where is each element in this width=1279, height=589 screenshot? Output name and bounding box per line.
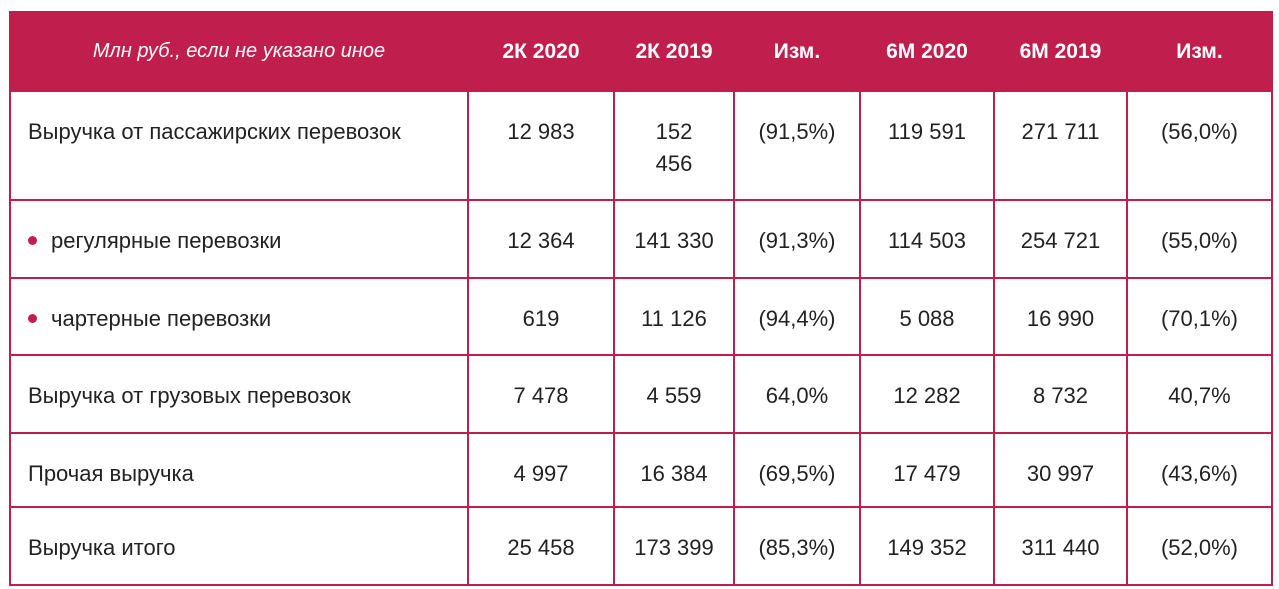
row-label: регулярные перевозки <box>51 228 282 253</box>
value-cell: 619 <box>467 277 615 356</box>
value-cell: 12 282 <box>859 354 995 434</box>
bullet-icon <box>28 313 37 323</box>
row-label-cell: чартерные перевозки <box>9 277 469 356</box>
header-6m2020: 6М 2020 <box>859 11 995 92</box>
value-cell: 11 126 <box>613 277 735 356</box>
value-cell: (91,5%) <box>733 90 861 201</box>
value-cell: 7 478 <box>467 354 615 434</box>
table-row: Выручка от пассажирских перевозок 12 983 1… <box>9 90 1273 201</box>
header-change-q: Изм. <box>733 11 861 92</box>
value-cell: 149 352 <box>859 506 995 586</box>
header-units: Млн руб., если не указано иное <box>9 11 469 92</box>
value-cell: 17 479 <box>859 432 995 508</box>
row-label-cell: Выручка от пассажирских перевозок <box>9 90 469 201</box>
row-label-cell: Прочая выручка <box>9 432 469 508</box>
value-cell: 119 591 <box>859 90 995 201</box>
value-cell: 254 721 <box>993 199 1128 279</box>
row-label: Выручка итого <box>28 535 176 560</box>
value-cell: 12 364 <box>467 199 615 279</box>
value-cell: (43,6%) <box>1126 432 1273 508</box>
value-cell: (70,1%) <box>1126 277 1273 356</box>
value-cell: 311 440 <box>993 506 1128 586</box>
value-cell: 12 983 <box>467 90 615 201</box>
table-row: Выручка от грузовых перевозок 7 478 4 559 6… <box>9 354 1273 434</box>
row-label: Прочая выручка <box>28 461 194 486</box>
header-6m2019: 6М 2019 <box>993 11 1128 92</box>
value-cell: 40,7% <box>1126 354 1273 434</box>
row-label: Выручка от пассажирских перевозок <box>28 119 401 144</box>
value-cell: 5 088 <box>859 277 995 356</box>
header-2q2020: 2К 2020 <box>467 11 615 92</box>
value-cell: 8 732 <box>993 354 1128 434</box>
table-row: Прочая выручка 4 997 16 384 (69,5%) 17 479 30… <box>9 432 1273 508</box>
table-row: чартерные перевозки 619 11 126 (94,4%) 5 088… <box>9 277 1273 356</box>
value-cell: 4 997 <box>467 432 615 508</box>
row-label-cell: Выручка от грузовых перевозок <box>9 354 469 434</box>
value-cell: (94,4%) <box>733 277 861 356</box>
value-cell: 16 384 <box>613 432 735 508</box>
revenue-table: Млн руб., если не указано иное 2К 2020 2… <box>9 11 1273 586</box>
value-cell: (52,0%) <box>1126 506 1273 586</box>
value-cell: 152 456 <box>613 90 735 201</box>
value-cell: 271 711 <box>993 90 1128 201</box>
value-cell: (56,0%) <box>1126 90 1273 201</box>
value-cell: 141 330 <box>613 199 735 279</box>
header-2q2019: 2К 2019 <box>613 11 735 92</box>
value-cell: (55,0%) <box>1126 199 1273 279</box>
value-cell: 114 503 <box>859 199 995 279</box>
row-label: чартерные перевозки <box>51 306 272 331</box>
value-cell: 30 997 <box>993 432 1128 508</box>
value-cell: 173 399 <box>613 506 735 586</box>
value-cell: 25 458 <box>467 506 615 586</box>
value-cell: (85,3%) <box>733 506 861 586</box>
bullet-icon <box>28 235 37 245</box>
row-label-cell: регулярные перевозки <box>9 199 469 279</box>
table-row: регулярные перевозки 12 364 141 330 (91,3%)… <box>9 199 1273 279</box>
value-cell: 4 559 <box>613 354 735 434</box>
row-label-cell: Выручка итого <box>9 506 469 586</box>
row-label: Выручка от грузовых перевозок <box>28 383 351 408</box>
value-cell: 16 990 <box>993 277 1128 356</box>
header-row: Млн руб., если не указано иное 2К 2020 2… <box>9 11 1273 92</box>
value-cell: (91,3%) <box>733 199 861 279</box>
value-cell: (69,5%) <box>733 432 861 508</box>
table-row: Выручка итого 25 458 173 399 (85,3%) 149 352… <box>9 506 1273 586</box>
header-change-6m: Изм. <box>1126 11 1273 92</box>
value-cell: 64,0% <box>733 354 861 434</box>
